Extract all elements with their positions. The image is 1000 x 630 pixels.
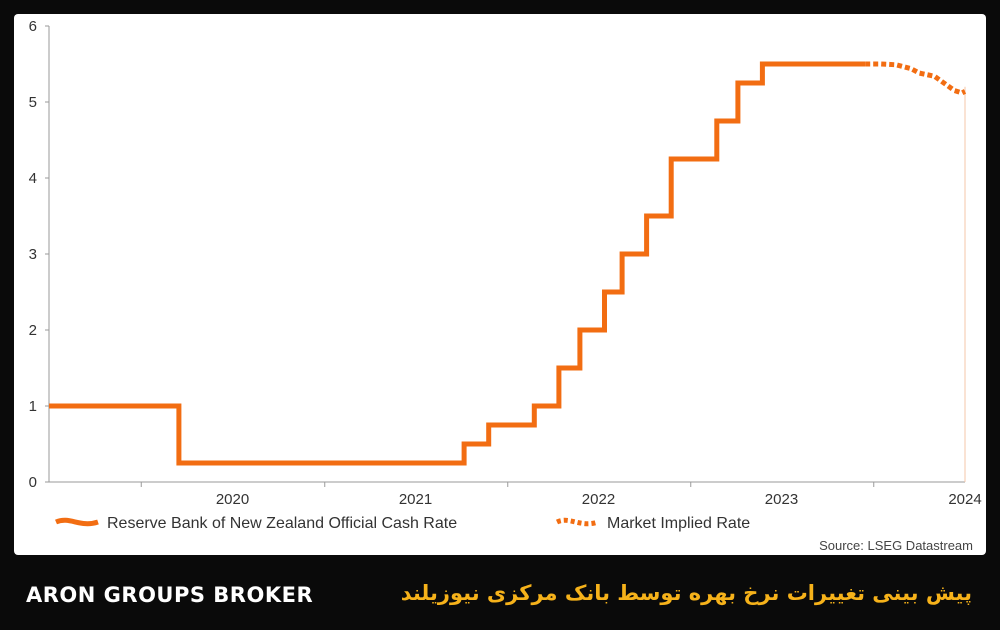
brand-name: ARON GROUPS BROKER (26, 583, 314, 607)
x-tick-label: 2024 (948, 491, 981, 508)
chart-card: 0 1 2 3 4 5 6 2020 2021 2022 2023 2024 Reserve Bank … (14, 14, 986, 555)
legend-label-ocr: Reserve Bank of New Zealand Official Cas… (107, 515, 457, 532)
rate-chart: 0 1 2 3 4 5 6 2020 2021 2022 2023 2024 Reserve Bank … (29, 18, 982, 532)
chart-caption: پیش بینی تغییرات نرخ بهره توسط بانک مرکز… (400, 581, 972, 605)
x-tick-label: 2020 (216, 491, 249, 508)
y-tick-label: 4 (29, 170, 37, 187)
legend-swatch-ocr (55, 517, 99, 527)
legend-label-market: Market Implied Rate (607, 515, 750, 532)
ocr-series-line (49, 61, 866, 466)
y-tick-label: 1 (29, 398, 37, 415)
y-tick-label: 0 (29, 474, 37, 491)
y-tick-label: 2 (29, 322, 37, 339)
y-tick-label: 3 (29, 246, 37, 263)
legend-swatch-market (555, 517, 599, 527)
y-tick-label: 6 (29, 18, 37, 35)
market-implied-series-line (865, 61, 967, 96)
source-note: Source: LSEG Datastream (819, 538, 973, 553)
x-tick-label: 2022 (582, 491, 615, 508)
y-tick-label: 5 (29, 94, 37, 111)
x-tick-label: 2023 (765, 491, 798, 508)
x-tick-label: 2021 (399, 491, 432, 508)
footer-bar: ARON GROUPS BROKER پیش بینی تغییرات نرخ … (0, 565, 1000, 630)
